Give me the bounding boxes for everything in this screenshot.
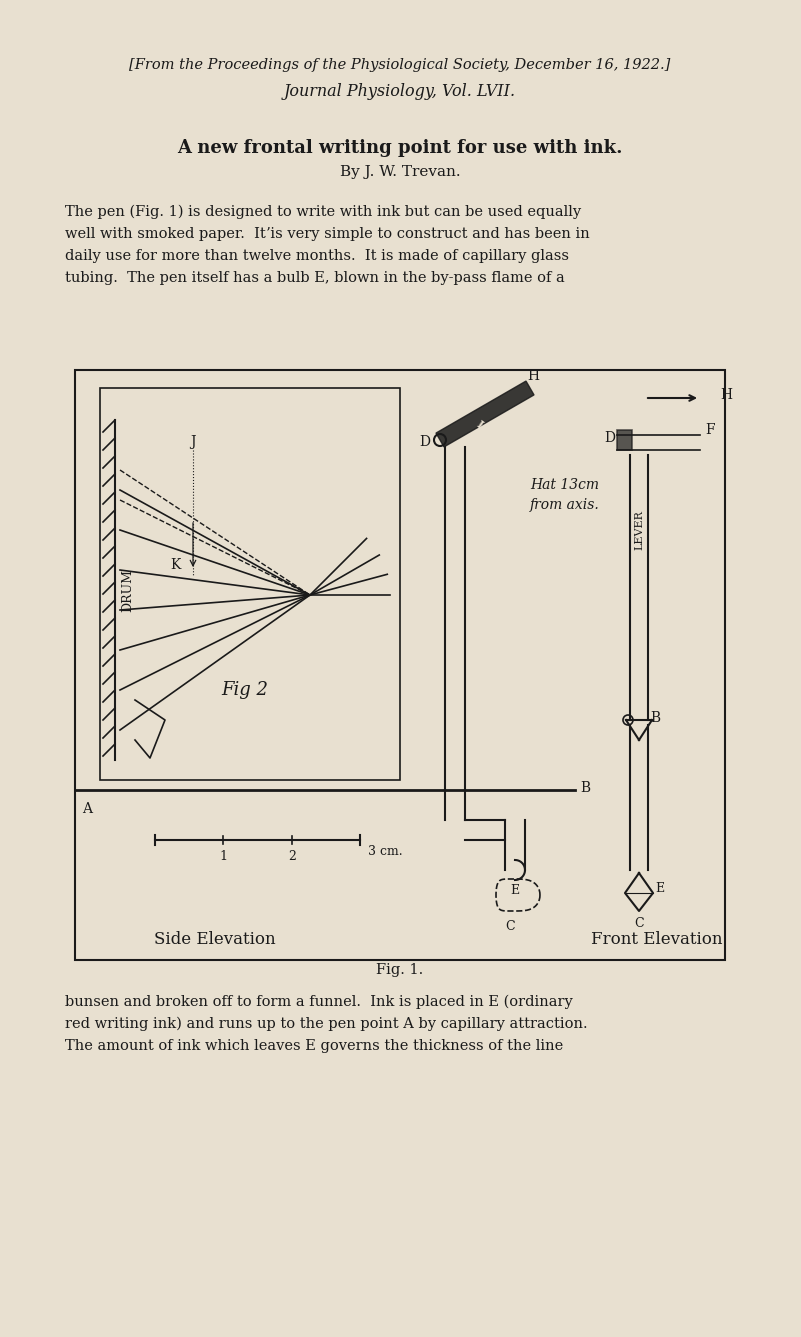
Text: LEVER: LEVER: [474, 418, 516, 452]
Text: tubing.  The pen itself has a bulb E, blown in the by-pass flame of a: tubing. The pen itself has a bulb E, blo…: [65, 271, 565, 285]
Text: LEVER: LEVER: [634, 509, 644, 550]
Text: J: J: [191, 435, 195, 449]
Text: [From the Proceedings of the Physiological Society, December 16, 1922.]: [From the Proceedings of the Physiologic…: [129, 57, 670, 72]
Text: red writing ink) and runs up to the pen point A by capillary attraction.: red writing ink) and runs up to the pen …: [65, 1017, 588, 1031]
Text: H: H: [720, 388, 732, 402]
Bar: [100, 388, 400, 779]
Text: Journal Physiology, Vol. LVII.: Journal Physiology, Vol. LVII.: [284, 83, 516, 100]
Text: from axis.: from axis.: [530, 497, 600, 512]
Text: A: A: [82, 802, 92, 816]
Text: Fig. 1.: Fig. 1.: [376, 963, 424, 977]
Text: Hat 13cm: Hat 13cm: [530, 479, 599, 492]
Text: DRUM: DRUM: [122, 568, 135, 611]
Text: K: K: [170, 558, 180, 572]
Text: Front Elevation: Front Elevation: [591, 932, 723, 948]
Text: 3 cm.: 3 cm.: [368, 845, 403, 858]
Text: The amount of ink which leaves E governs the thickness of the line: The amount of ink which leaves E governs…: [65, 1039, 563, 1054]
Text: daily use for more than twelve months.  It is made of capillary glass: daily use for more than twelve months. I…: [65, 249, 569, 263]
Text: Fig 2: Fig 2: [222, 681, 268, 699]
Text: well with smoked paper.  Itʼis very simple to construct and has been in: well with smoked paper. Itʼis very simpl…: [65, 227, 590, 241]
Text: D: D: [419, 435, 430, 449]
Polygon shape: [436, 381, 534, 447]
Text: D: D: [604, 431, 615, 445]
Text: By J. W. Trevan.: By J. W. Trevan.: [340, 164, 461, 179]
Bar: [617, 431, 632, 451]
Text: Side Elevation: Side Elevation: [154, 932, 276, 948]
Text: A new frontal writing point for use with ink.: A new frontal writing point for use with…: [177, 139, 622, 156]
Text: C: C: [634, 917, 644, 931]
Text: H: H: [527, 369, 539, 382]
Text: 1: 1: [219, 850, 227, 862]
Text: bunsen and broken off to form a funnel.  Ink is placed in E (ordinary: bunsen and broken off to form a funnel. …: [65, 995, 573, 1009]
Text: 2: 2: [288, 850, 296, 862]
Text: E: E: [510, 884, 520, 897]
Text: B: B: [580, 781, 590, 796]
Text: B: B: [650, 711, 660, 725]
Bar: [75, 370, 725, 960]
Text: F: F: [705, 422, 714, 437]
Text: C: C: [505, 920, 515, 933]
Text: E: E: [655, 881, 664, 894]
Text: The pen (Fig. 1) is designed to write with ink but can be used equally: The pen (Fig. 1) is designed to write wi…: [65, 205, 581, 219]
